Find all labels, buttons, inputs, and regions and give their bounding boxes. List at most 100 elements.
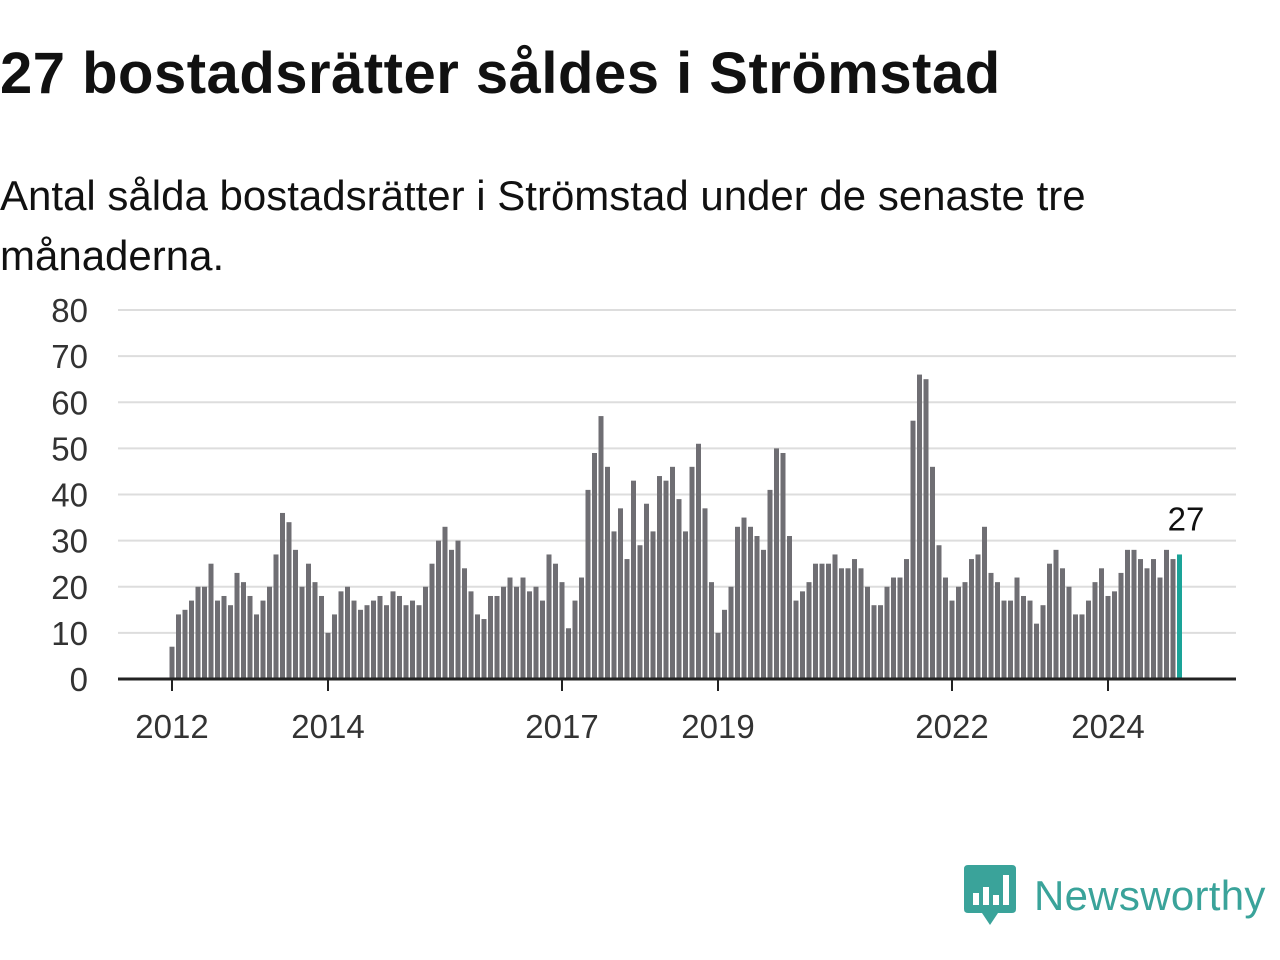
y-tick-label: 10: [51, 615, 88, 652]
bar: [683, 531, 688, 679]
labels: 0 10 20 30 40 50 60 70 80 2012 2014 2017 2019 2022 202…: [51, 292, 1204, 745]
bar: [247, 595, 253, 679]
bar: [806, 582, 812, 679]
bar: [338, 591, 344, 679]
bar: [533, 586, 539, 679]
bar: [1092, 582, 1098, 679]
bar: [936, 545, 942, 679]
bar: [1170, 559, 1176, 679]
bar: [969, 559, 974, 679]
bar: [501, 586, 506, 679]
bar: [1125, 549, 1130, 679]
newsworthy-logo: Newsworthy: [964, 864, 1266, 928]
bar: [1151, 559, 1156, 679]
bar: [878, 605, 883, 679]
bar: [774, 448, 779, 679]
bar: [1014, 577, 1020, 679]
bar: [286, 522, 292, 679]
bar: [962, 582, 968, 679]
bar: [943, 577, 948, 679]
bar: [364, 605, 370, 679]
bar: [293, 549, 298, 679]
bar: [975, 554, 981, 679]
bar: [793, 600, 799, 679]
bar: [507, 577, 513, 679]
bar: [631, 480, 636, 679]
y-tick-label: 80: [51, 292, 88, 329]
bar: [267, 586, 272, 679]
bar: [761, 549, 766, 679]
bar: [663, 480, 669, 679]
bar: [852, 559, 857, 679]
bar: [299, 586, 305, 679]
bar: [429, 563, 435, 679]
bar: [1060, 568, 1065, 679]
bar: [566, 628, 571, 679]
bar: [702, 508, 708, 679]
bar: [748, 526, 753, 679]
bar: [839, 568, 844, 679]
bar: [1105, 595, 1111, 679]
x-tick-label: 2022: [915, 708, 988, 745]
bar: [176, 614, 181, 679]
bar: [689, 466, 695, 679]
bar: [871, 605, 877, 679]
bar: [650, 531, 656, 679]
bar: [384, 605, 389, 679]
bar: [676, 499, 682, 679]
chart-title: 27 bostadsrätter såldes i Strömstad: [0, 41, 1001, 106]
bar: [1073, 614, 1078, 679]
bar: [358, 609, 363, 679]
bar: [325, 632, 331, 679]
highlight-value-label: 27: [1168, 500, 1205, 537]
bar: [1079, 614, 1085, 679]
x-tick-label: 2024: [1071, 708, 1144, 745]
bar: [254, 614, 259, 679]
bar: [234, 572, 240, 679]
bar: [988, 572, 994, 679]
bar: [670, 466, 675, 679]
bar: [709, 582, 714, 679]
bar: [858, 568, 864, 679]
bar: [221, 595, 227, 679]
bar: [904, 559, 909, 679]
x-tick-label: 2012: [135, 708, 208, 745]
bar: [455, 540, 461, 679]
bar: [696, 443, 701, 679]
bar: [572, 600, 578, 679]
bar: [728, 586, 734, 679]
bar: [1157, 577, 1163, 679]
bar: [449, 549, 454, 679]
bar: [956, 586, 961, 679]
bar: [624, 559, 630, 679]
bar: [169, 646, 175, 679]
bar: [605, 466, 610, 679]
bar: [423, 586, 428, 679]
bar: [949, 600, 955, 679]
bar: [1001, 600, 1007, 679]
bars: [169, 374, 1182, 679]
bar: [442, 526, 448, 679]
bar: [715, 632, 721, 679]
bar: [1066, 586, 1072, 679]
bar: [982, 526, 987, 679]
bar: [1131, 549, 1137, 679]
bar: [481, 619, 487, 679]
bar: [208, 563, 214, 679]
bar: [1164, 549, 1169, 679]
bar: [377, 595, 383, 679]
y-tick-label: 60: [51, 384, 88, 421]
axes: [118, 677, 1236, 691]
bar: [930, 466, 935, 679]
bar: [813, 563, 818, 679]
bar: [1118, 572, 1124, 679]
bar: [787, 536, 792, 679]
y-tick-label: 70: [51, 338, 88, 375]
bar: [488, 595, 493, 679]
bar: [592, 452, 597, 679]
bar: [397, 595, 402, 679]
bar: [767, 489, 773, 679]
bar: [1086, 600, 1091, 679]
bar: [1040, 605, 1046, 679]
bar: [741, 517, 747, 679]
